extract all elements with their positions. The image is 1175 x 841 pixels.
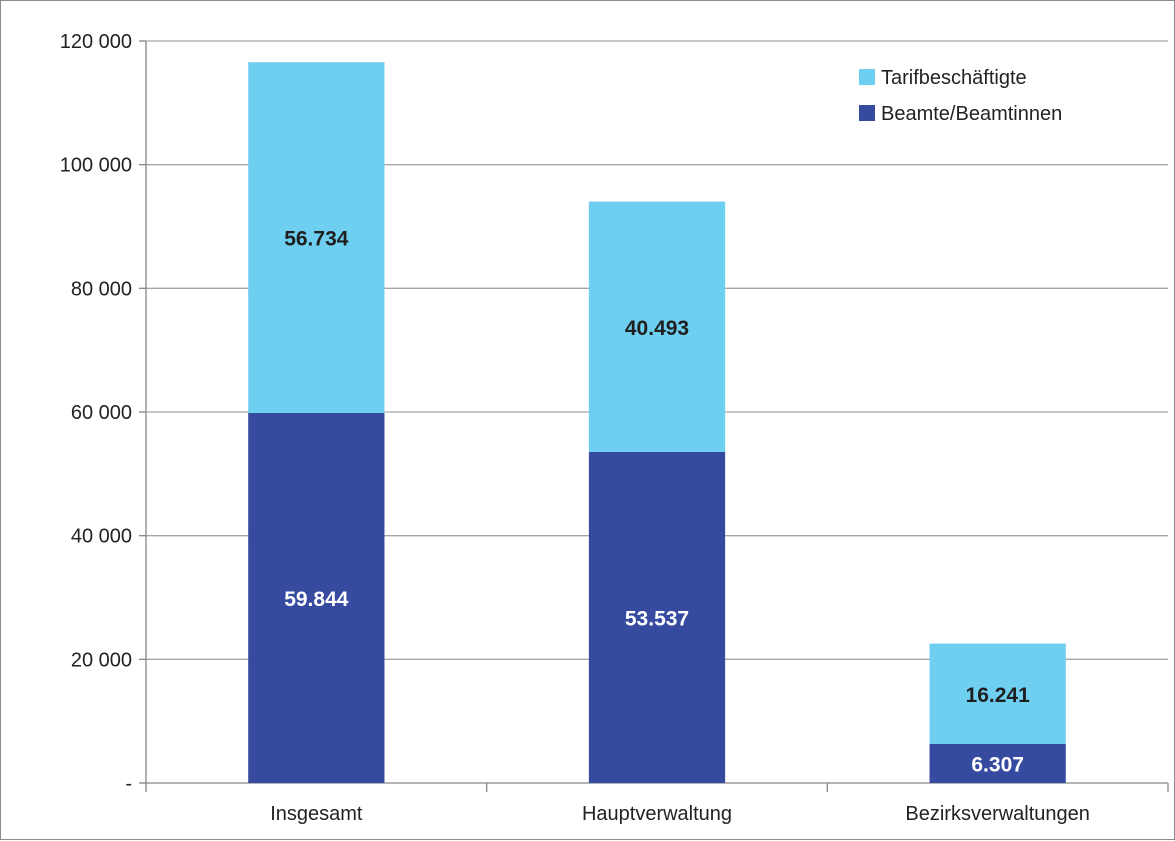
legend-swatch-0 (859, 69, 875, 85)
bar-beamtebeamtinnen-1 (588, 451, 726, 783)
y-tick-label-6: 120 000 (60, 31, 132, 53)
data-label-1-2: 16.241 (966, 684, 1031, 707)
data-label-1-0: 56.734 (284, 228, 349, 251)
bar-beamtebeamtinnen-2 (929, 744, 1066, 783)
bars (248, 62, 1066, 783)
data-label-0-0: 59.844 (284, 588, 349, 611)
bar-beamtebeamtinnen-0 (248, 412, 385, 783)
data-label-0-1: 53.537 (625, 607, 689, 630)
legend-label-1: Beamte/Beamtinnen (881, 103, 1062, 125)
legend-swatch-1 (859, 105, 875, 121)
y-tick-label-1: 20 000 (71, 649, 132, 671)
x-tick-label-0: Insgesamt (270, 803, 363, 825)
legend-label-0: Tarifbeschäftigte (881, 67, 1027, 89)
data-label-1-1: 40.493 (625, 317, 689, 340)
y-tick-label-2: 40 000 (71, 526, 132, 548)
bar-tarifbeschftigte-2 (929, 643, 1066, 745)
y-tick-label-4: 80 000 (71, 278, 132, 300)
data-labels: 59.844 56.734 53.537 40.493 6.307 16.241 (284, 228, 1030, 777)
x-tick-label-2: Bezirksverwaltungen (905, 803, 1090, 825)
x-tick-label-1: Hauptverwaltung (582, 803, 732, 825)
legend: Tarifbeschäftigte Beamte/Beamtinnen (859, 67, 1062, 125)
y-tick-label-5: 100 000 (60, 155, 132, 177)
y-tick-label-0: - (125, 773, 132, 795)
data-label-0-2: 6.307 (971, 754, 1024, 777)
bar-tarifbeschftigte-1 (588, 201, 726, 452)
bar-tarifbeschftigte-0 (248, 62, 385, 413)
y-tick-label-3: 60 000 (71, 402, 132, 424)
